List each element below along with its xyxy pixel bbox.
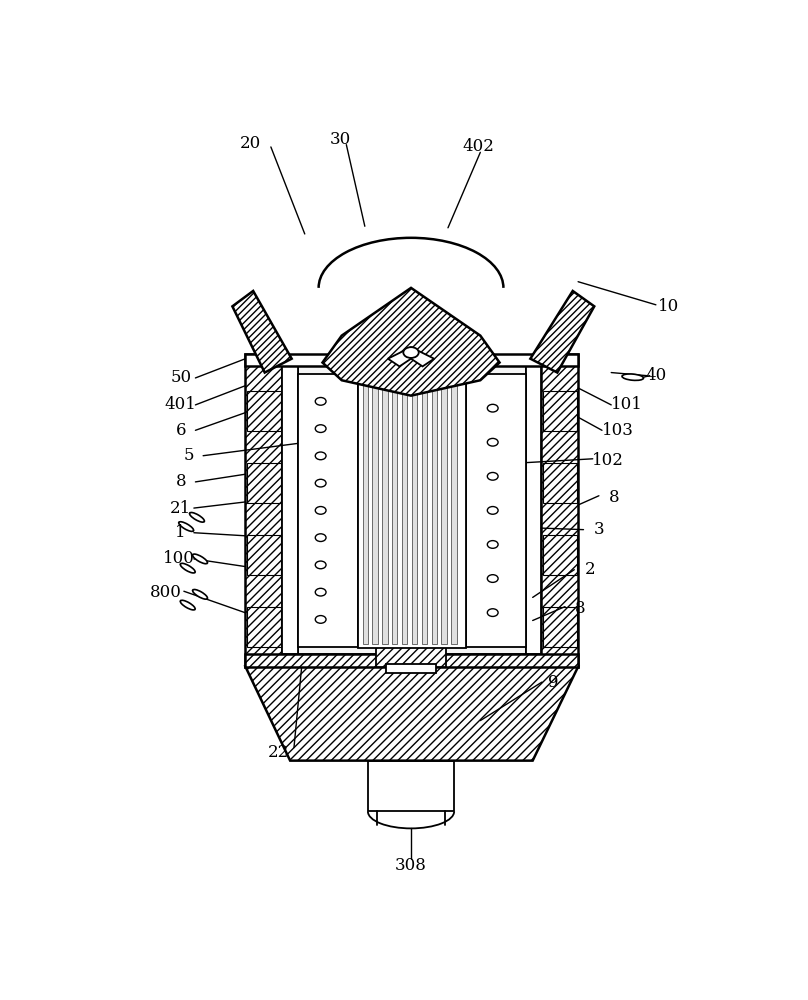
- Bar: [247, 463, 281, 503]
- Bar: [247, 535, 281, 575]
- Ellipse shape: [315, 507, 326, 514]
- Ellipse shape: [487, 438, 498, 446]
- Text: 103: 103: [601, 422, 633, 439]
- Text: 2: 2: [584, 561, 595, 578]
- Ellipse shape: [487, 541, 498, 548]
- Bar: [543, 535, 577, 575]
- Text: 8: 8: [609, 489, 620, 506]
- Polygon shape: [246, 667, 578, 761]
- Ellipse shape: [487, 609, 498, 616]
- Bar: [298, 366, 526, 654]
- Bar: [358, 373, 465, 648]
- Bar: [543, 463, 577, 503]
- Text: 800: 800: [150, 584, 182, 601]
- Ellipse shape: [315, 425, 326, 432]
- Text: 308: 308: [395, 857, 427, 874]
- Text: 401: 401: [164, 396, 196, 413]
- Text: 20: 20: [240, 135, 262, 152]
- Text: 101: 101: [611, 396, 642, 413]
- Ellipse shape: [315, 561, 326, 569]
- Ellipse shape: [192, 589, 208, 599]
- Bar: [385, 664, 436, 673]
- Ellipse shape: [315, 588, 326, 596]
- Polygon shape: [530, 291, 594, 373]
- Text: 8: 8: [176, 473, 187, 490]
- Text: 1: 1: [175, 524, 185, 541]
- Bar: [465, 374, 526, 647]
- Text: 10: 10: [659, 298, 680, 315]
- Bar: [247, 607, 281, 647]
- Ellipse shape: [487, 404, 498, 412]
- Text: 6: 6: [176, 422, 187, 439]
- Ellipse shape: [180, 600, 196, 610]
- Bar: [372, 377, 377, 644]
- Bar: [541, 354, 578, 667]
- Bar: [422, 377, 427, 644]
- Polygon shape: [388, 347, 434, 366]
- Bar: [543, 607, 577, 647]
- Text: 22: 22: [268, 744, 289, 761]
- Ellipse shape: [487, 575, 498, 582]
- Text: 402: 402: [463, 138, 494, 155]
- Text: 40: 40: [646, 367, 667, 384]
- Bar: [368, 761, 454, 811]
- Ellipse shape: [487, 472, 498, 480]
- Bar: [298, 374, 358, 647]
- Ellipse shape: [622, 374, 643, 380]
- Polygon shape: [322, 288, 499, 396]
- Bar: [451, 377, 457, 644]
- Text: 50: 50: [171, 369, 192, 386]
- Bar: [247, 391, 281, 431]
- Ellipse shape: [192, 554, 208, 564]
- Ellipse shape: [179, 522, 194, 531]
- Text: 9: 9: [548, 674, 558, 691]
- Ellipse shape: [315, 616, 326, 623]
- Ellipse shape: [190, 512, 204, 522]
- Bar: [412, 377, 417, 644]
- Ellipse shape: [315, 398, 326, 405]
- Ellipse shape: [487, 507, 498, 514]
- Ellipse shape: [180, 563, 196, 573]
- Text: 100: 100: [162, 550, 195, 567]
- Text: 102: 102: [592, 452, 624, 469]
- Ellipse shape: [315, 479, 326, 487]
- Bar: [382, 377, 388, 644]
- Bar: [363, 377, 368, 644]
- Bar: [402, 377, 407, 644]
- Ellipse shape: [315, 534, 326, 541]
- Bar: [246, 354, 578, 366]
- Text: 21: 21: [170, 500, 191, 517]
- Bar: [246, 354, 283, 667]
- Bar: [526, 366, 541, 654]
- Bar: [431, 377, 437, 644]
- Text: 3: 3: [594, 521, 604, 538]
- Text: 5: 5: [184, 447, 195, 464]
- Polygon shape: [233, 291, 292, 373]
- Ellipse shape: [315, 452, 326, 460]
- Bar: [392, 377, 398, 644]
- Bar: [441, 377, 447, 644]
- Bar: [543, 391, 577, 431]
- Text: 30: 30: [330, 131, 351, 148]
- Bar: [283, 366, 298, 654]
- Text: 8: 8: [575, 600, 586, 617]
- Ellipse shape: [403, 347, 419, 358]
- Bar: [298, 376, 526, 389]
- Bar: [246, 654, 578, 667]
- Bar: [377, 645, 446, 667]
